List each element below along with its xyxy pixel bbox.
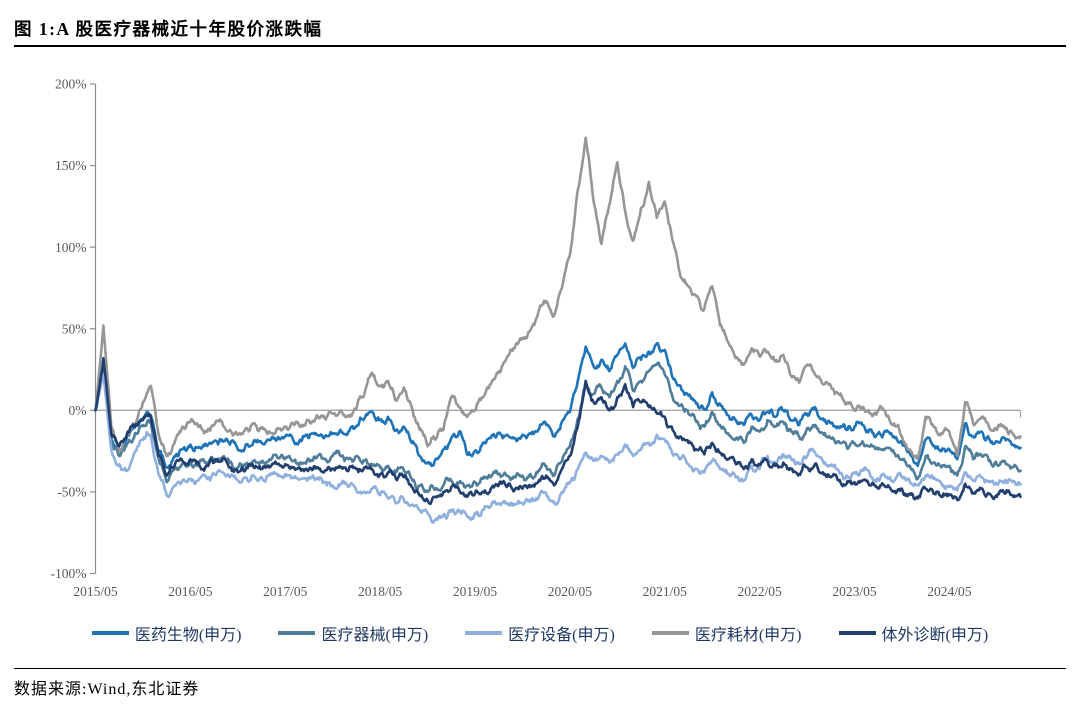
- legend-label: 体外诊断(申万): [881, 627, 989, 644]
- x-tick-label: 2021/05: [643, 584, 688, 599]
- data-source: 数据来源:Wind,东北证券: [14, 681, 200, 698]
- y-tick-label: 200%: [55, 77, 87, 92]
- y-tick-label: -50%: [57, 485, 86, 500]
- legend-item-体外诊断(申万): 体外诊断(申万): [838, 621, 989, 645]
- title-divider: [14, 45, 1066, 47]
- source-divider: [14, 668, 1066, 669]
- figure-title: 图 1:A 股医疗器械近十年股价涨跌幅: [14, 19, 323, 39]
- legend-label: 医疗器械(申万): [321, 627, 429, 644]
- x-tick-label: 2018/05: [358, 584, 403, 599]
- legend-swatch: [465, 631, 503, 635]
- legend-swatch: [838, 631, 876, 635]
- legend-label: 医疗设备(申万): [508, 627, 615, 644]
- legend-item-医疗设备(申万): 医疗设备(申万): [465, 621, 615, 645]
- x-tick-label: 2017/05: [263, 584, 308, 599]
- y-tick-label: 50%: [62, 321, 87, 336]
- x-tick-label: 2023/05: [832, 584, 877, 599]
- x-tick-label: 2015/05: [73, 584, 118, 599]
- chart-legend: 医药生物(申万) 医疗器械(申万) 医疗设备(申万) 医疗耗材(申万) 体外诊断(申万): [0, 620, 1080, 646]
- legend-label: 医疗耗材(申万): [694, 627, 802, 644]
- x-tick-label: 2016/05: [168, 584, 213, 599]
- legend-swatch: [651, 631, 689, 635]
- legend-item-医疗器械(申万): 医疗器械(申万): [278, 621, 428, 645]
- x-tick-label: 2024/05: [927, 584, 972, 599]
- legend-label: 医药生物(申万): [134, 627, 242, 644]
- y-tick-label: 100%: [55, 240, 87, 255]
- y-tick-label: 150%: [55, 158, 87, 173]
- legend-item-医疗耗材(申万): 医疗耗材(申万): [651, 621, 802, 645]
- series-line-体外诊断(申万): [94, 356, 1022, 506]
- series-line-医药生物(申万): [94, 341, 1022, 470]
- legend-swatch: [91, 631, 129, 635]
- legend-swatch: [278, 631, 316, 635]
- y-tick-label: 0%: [69, 403, 87, 418]
- series-line-医疗耗材(申万): [94, 136, 1022, 461]
- legend-item-医药生物(申万): 医药生物(申万): [91, 621, 242, 645]
- y-tick-label: -100%: [51, 566, 87, 581]
- x-tick-label: 2019/05: [453, 584, 498, 599]
- x-tick-label: 2020/05: [548, 584, 593, 599]
- series-line-医疗设备(申万): [94, 373, 1022, 524]
- x-tick-label: 2022/05: [737, 584, 782, 599]
